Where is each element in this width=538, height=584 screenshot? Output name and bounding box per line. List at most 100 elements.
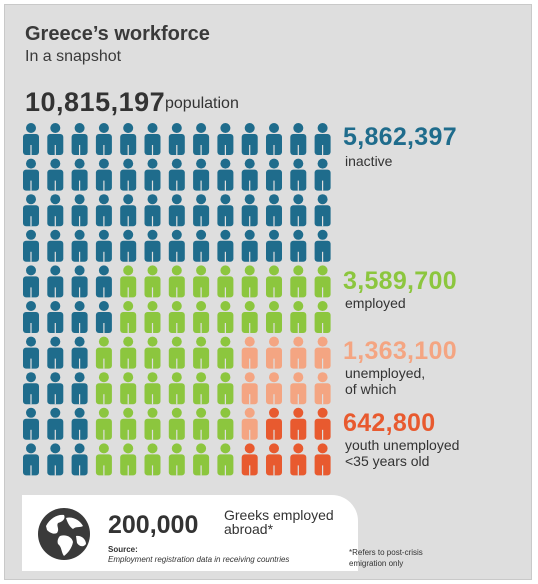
person-icon-employed: [266, 301, 282, 333]
person-icon-inactive: [217, 229, 234, 262]
person-icon-inactive: [193, 229, 210, 262]
person-icon-inactive: [120, 229, 137, 262]
person-icon-inactive: [168, 229, 185, 262]
person-icon-inactive: [71, 336, 88, 369]
person-icon-inactive: [266, 229, 282, 262]
person-icon-inactive: [71, 123, 88, 155]
person-icon-inactive: [144, 229, 161, 262]
person-icon-youth-unemployed: [314, 407, 331, 440]
person-icon-inactive: [314, 194, 331, 227]
population-value: 10,815,197: [25, 87, 166, 117]
inactive-label: inactive: [345, 153, 392, 169]
inactive-value: 5,862,397: [343, 123, 457, 151]
footnote-line-1: *Refers to post-crisis: [349, 548, 423, 557]
person-icon-employed: [120, 443, 137, 476]
person-icon-employed: [168, 443, 185, 476]
person-icon-employed: [168, 407, 185, 440]
person-icon-inactive: [47, 194, 64, 227]
person-icon-youth-unemployed: [290, 443, 307, 476]
person-icon-unemployed: [314, 336, 331, 369]
footnote-line-2: emigration only: [349, 559, 404, 568]
person-icon-employed: [314, 265, 331, 298]
person-icon-unemployed: [290, 336, 307, 369]
person-icon-inactive: [266, 123, 282, 155]
person-icon-inactive: [217, 123, 234, 155]
person-icon-youth-unemployed: [241, 443, 258, 476]
person-icon-employed: [241, 301, 258, 333]
person-icon-employed: [193, 301, 210, 333]
person-icon-inactive: [23, 158, 39, 191]
person-icon-inactive: [290, 229, 307, 262]
person-icon-employed: [217, 301, 234, 333]
person-icon-employed: [168, 336, 185, 369]
person-icon-inactive: [71, 372, 88, 405]
youth-unemployed-label-line-1: youth unemployed: [345, 437, 460, 453]
person-icon-employed: [290, 265, 307, 298]
youth-unemployed-label: youth unemployed <35 years old: [345, 437, 459, 469]
person-icon-employed: [290, 301, 307, 333]
person-icon-unemployed: [314, 372, 331, 405]
youth-unemployed-value: 642,800: [343, 409, 436, 437]
person-icon-inactive: [314, 158, 331, 191]
abroad-label-line-1: Greeks employed: [224, 507, 334, 523]
person-icon-inactive: [23, 407, 39, 440]
source-text: Employment registration data in receivin…: [108, 555, 290, 564]
person-icon-unemployed: [290, 372, 307, 405]
abroad-value: 200,000: [108, 511, 199, 539]
person-icon-employed: [241, 265, 258, 298]
person-icon-employed: [144, 265, 161, 298]
person-icon-inactive: [266, 158, 282, 191]
person-icon-employed: [193, 265, 210, 298]
person-icon-inactive: [144, 158, 161, 191]
population-label: population: [165, 95, 239, 112]
person-icon-inactive: [47, 158, 64, 191]
person-icon-unemployed: [241, 407, 258, 440]
person-icon-employed: [217, 407, 234, 440]
person-icon-inactive: [241, 158, 258, 191]
person-icon-employed: [120, 301, 137, 333]
person-icon-employed: [144, 336, 161, 369]
page-title: Greece’s workforce: [25, 23, 210, 45]
source-title: Source:: [108, 545, 138, 554]
person-icon-inactive: [23, 443, 39, 476]
person-icon-inactive: [71, 407, 88, 440]
abroad-panel: 200,000 Greeks employed abroad* Source: …: [22, 495, 358, 571]
person-icon-inactive: [217, 158, 234, 191]
person-icon-inactive: [95, 229, 112, 262]
person-icon-inactive: [241, 194, 258, 227]
person-icon-employed: [120, 265, 137, 298]
person-icon-employed: [266, 265, 282, 298]
person-icon-inactive: [23, 301, 39, 333]
person-icon-inactive: [168, 158, 185, 191]
person-icon-employed: [217, 336, 234, 369]
footnote: *Refers to post-crisis emigration only: [349, 547, 423, 569]
person-icon-inactive: [95, 158, 112, 191]
person-icon-unemployed: [266, 336, 282, 369]
person-icon-employed: [120, 336, 137, 369]
person-icon-inactive: [47, 229, 64, 262]
person-icon-inactive: [71, 194, 88, 227]
youth-unemployed-label-line-2: <35 years old: [345, 453, 430, 469]
person-icon-inactive: [23, 229, 39, 262]
person-icon-inactive: [23, 336, 39, 369]
person-icon-inactive: [95, 194, 112, 227]
unemployed-label-line-2: of which: [345, 381, 397, 397]
person-icon-employed: [217, 372, 234, 405]
person-icon-inactive: [290, 158, 307, 191]
page-subtitle: In a snapshot: [25, 48, 122, 65]
person-icon-inactive: [23, 265, 39, 298]
person-icon-youth-unemployed: [266, 407, 282, 440]
person-icon-inactive: [95, 301, 112, 333]
person-icon-employed: [95, 372, 112, 405]
person-icon-inactive: [23, 372, 39, 405]
globe-icon: [38, 508, 90, 560]
person-icon-inactive: [47, 265, 64, 298]
employed-label: employed: [345, 295, 406, 311]
employed-label-line: employed: [345, 295, 406, 311]
person-icon-employed: [314, 301, 331, 333]
person-icon-inactive: [23, 194, 39, 227]
person-icon-inactive: [266, 194, 282, 227]
abroad-label: Greeks employed abroad*: [224, 508, 334, 536]
person-icon-employed: [95, 336, 112, 369]
person-icon-employed: [217, 265, 234, 298]
